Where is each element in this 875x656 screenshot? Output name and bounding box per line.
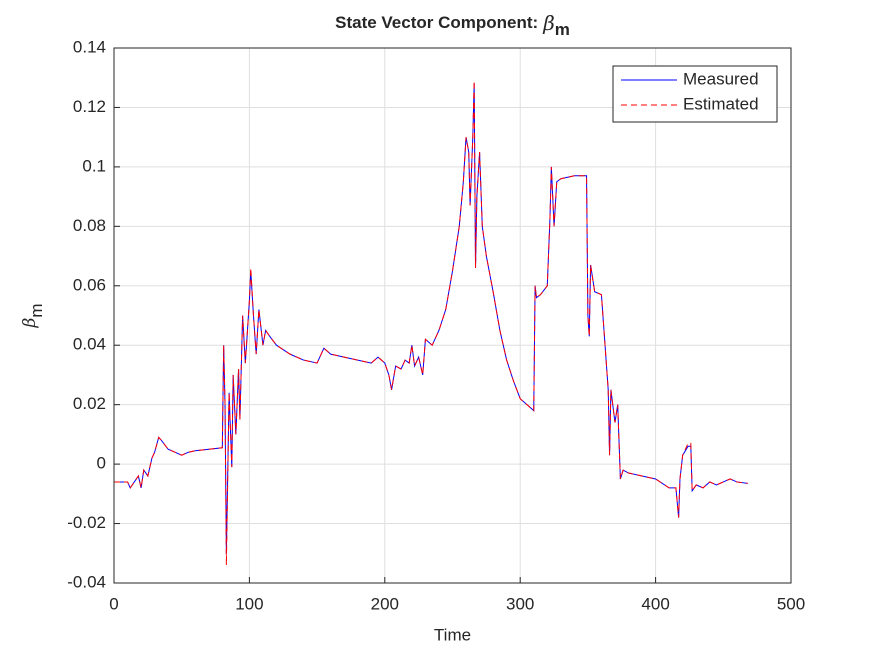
x-axis-label: Time xyxy=(434,625,471,644)
title-text: State Vector Component: xyxy=(335,13,538,32)
legend-label: Estimated xyxy=(683,94,759,113)
y-tick-label: -0.04 xyxy=(67,572,106,591)
y-tick-label: -0.02 xyxy=(67,513,106,532)
x-tick-label: 0 xyxy=(109,594,118,613)
y-axis-label: βm xyxy=(20,304,47,329)
y-tick-label: 0.08 xyxy=(73,216,106,235)
x-tick-label: 100 xyxy=(235,594,263,613)
y-tick-label: 0.02 xyxy=(73,394,106,413)
y-tick-label: 0.06 xyxy=(73,275,106,294)
y-tick-label: 0.04 xyxy=(73,335,106,354)
chart-title: State Vector Component: βm xyxy=(335,11,570,40)
legend-box xyxy=(612,65,778,123)
title-subscript: m xyxy=(555,20,570,39)
y-tick-label: 0 xyxy=(97,454,106,473)
y-tick-label: 0.1 xyxy=(82,156,106,175)
axes-box xyxy=(113,47,792,584)
title-symbol: β xyxy=(542,11,555,35)
series-line xyxy=(114,80,748,566)
x-tick-label: 500 xyxy=(777,594,805,613)
y-tick-label: 0.14 xyxy=(73,37,106,56)
x-tick-label: 200 xyxy=(371,594,399,613)
y-tick-label: 0.12 xyxy=(73,97,106,116)
y-label-symbol: β xyxy=(20,318,40,329)
plot-area xyxy=(114,48,791,583)
legend-label: Measured xyxy=(683,69,759,88)
x-tick-label: 400 xyxy=(641,594,669,613)
x-tick-label: 300 xyxy=(506,594,534,613)
y-label-subscript: m xyxy=(27,304,46,318)
